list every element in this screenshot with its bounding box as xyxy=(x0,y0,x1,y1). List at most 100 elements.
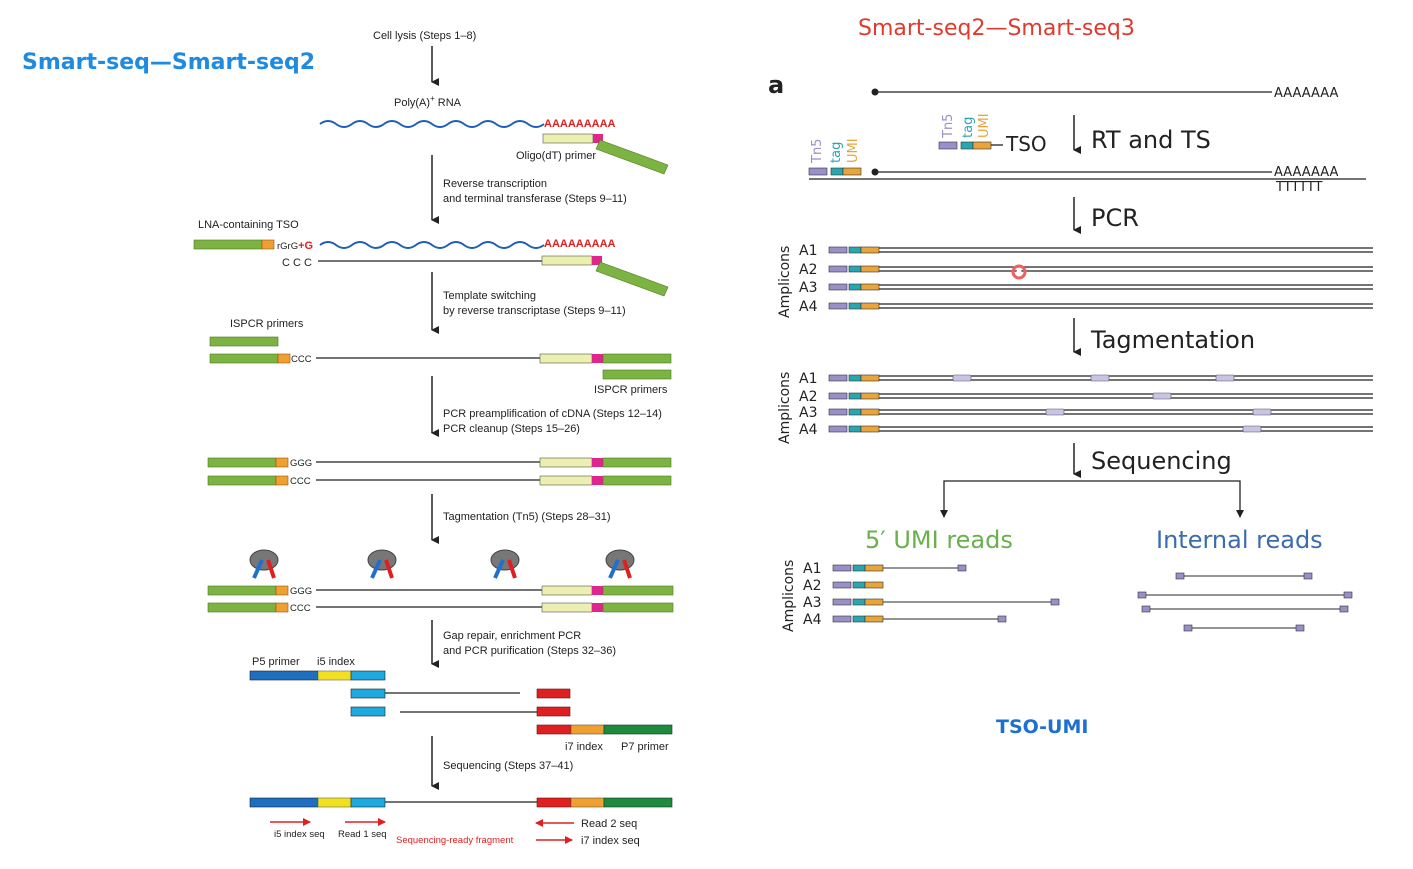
read1-segment xyxy=(350,797,386,808)
umi-rot-label: UMI xyxy=(977,113,992,138)
read-end-box xyxy=(957,564,967,572)
anchor-3 xyxy=(539,353,593,364)
read2-segment xyxy=(536,724,572,735)
adapter-cyan xyxy=(350,688,386,699)
sequencing-ready-fragment xyxy=(249,797,673,808)
umi-box xyxy=(860,408,880,416)
read-end-box xyxy=(1141,605,1151,613)
amplicon-label: A2 xyxy=(799,389,817,405)
i5-index-label: i5 index xyxy=(317,656,355,668)
mrna-wave-2 xyxy=(319,241,545,249)
p5-primer-label: P5 primer xyxy=(252,656,300,668)
segment-green xyxy=(207,475,277,486)
segment-magenta xyxy=(592,476,603,485)
step-rt-label: RT and TS xyxy=(1091,126,1211,154)
segment-green xyxy=(207,457,277,468)
polya-label: AAAAAAA xyxy=(1274,165,1339,180)
arrowhead xyxy=(1236,510,1244,518)
tn5-box xyxy=(828,374,848,382)
read-end-box xyxy=(1175,572,1185,580)
oligo-dt-anchor xyxy=(542,133,594,144)
p5-segment xyxy=(249,670,319,681)
tn5-insertion xyxy=(1242,425,1262,433)
segment-green-end xyxy=(602,475,672,486)
amplicon-label: A2 xyxy=(803,578,821,594)
tn5-rot-label: Tn5 xyxy=(810,139,825,164)
read2-segment xyxy=(536,797,572,808)
segment-orange xyxy=(275,602,289,613)
ispcr-primer-bottom xyxy=(602,369,672,380)
read-end-box xyxy=(997,615,1007,623)
i5-segment xyxy=(317,670,352,681)
arrowhead xyxy=(940,510,948,518)
ts-label-1: Template switching xyxy=(443,290,536,302)
tn5-insertion xyxy=(1090,374,1110,382)
segment-anchor xyxy=(541,585,593,596)
read-end-box xyxy=(1137,591,1147,599)
ggg-label: GGG xyxy=(290,586,312,597)
amplicons-axis-label: Amplicons xyxy=(781,560,797,632)
tn5-icon xyxy=(490,549,520,579)
p7-segment xyxy=(603,797,673,808)
pcr-amplicon-rows: A1 A2 A3 A4 xyxy=(799,243,1373,315)
i7-segment xyxy=(570,797,605,808)
tn5-insertion xyxy=(952,374,972,382)
segment-green xyxy=(207,585,277,596)
tso-construct-legend: Tn5 tag UMI TSO xyxy=(938,113,1047,156)
tso-umi-label: TSO-UMI xyxy=(996,716,1088,738)
rgrg-label: rGrG+G xyxy=(277,240,313,252)
umi-box xyxy=(864,615,884,623)
tag-rot-label: tag xyxy=(961,117,976,138)
rgrg-text: rGrG xyxy=(277,241,298,252)
p7-primer-label: P7 primer xyxy=(621,741,669,753)
umi-rot-label: UMI xyxy=(846,138,861,163)
tn5-box xyxy=(832,564,852,572)
tag-box xyxy=(848,374,862,382)
polya-tail-2: AAAAAAAAA xyxy=(544,238,616,250)
tn5-rot-label: Tn5 xyxy=(941,114,956,139)
read2-seq-label: Read 2 seq xyxy=(581,818,637,830)
tn5-icon xyxy=(249,549,279,579)
tag-box xyxy=(848,246,862,254)
umi-box xyxy=(864,564,884,572)
polya-rna-sup: + xyxy=(430,94,435,103)
internal-read-rows xyxy=(1137,572,1353,632)
segment-green xyxy=(207,602,277,613)
ccc-spaced: C C C xyxy=(282,257,312,269)
amplicon-label: A3 xyxy=(799,405,817,421)
seq-label: Sequencing (Steps 37–41) xyxy=(443,760,573,772)
oligo-dt-label: Oligo(dT) primer xyxy=(516,150,596,162)
amplicons-axis-label: Amplicons xyxy=(777,372,793,444)
magenta-2 xyxy=(592,256,602,265)
right-protocol-panel: Smart-seq2—Smart-seq3 a AAAAAAA Tn5 tag … xyxy=(768,16,1373,738)
polya-label: AAAAAAA xyxy=(1274,86,1339,101)
umi-reads-label: 5′ UMI reads xyxy=(865,526,1013,554)
ispcr-label-bottom: ISPCR primers xyxy=(594,384,668,396)
umi-box xyxy=(972,141,992,150)
tn5-box xyxy=(828,425,848,433)
umi-box xyxy=(860,425,880,433)
mrna-wave xyxy=(319,120,545,128)
tn5-complexes xyxy=(249,549,635,579)
segment-magenta xyxy=(592,458,603,467)
ccc-label: CCC xyxy=(290,603,311,614)
magenta-3 xyxy=(592,354,603,363)
i7-segment xyxy=(570,724,605,735)
tn5-box xyxy=(828,283,848,291)
tn5-insertion xyxy=(1045,408,1065,416)
tag-label: Tagmentation (Tn5) (Steps 28–31) xyxy=(443,511,611,523)
segment-magenta xyxy=(592,603,603,612)
ts-label-2: by reverse transcriptase (Steps 9–11) xyxy=(443,305,626,317)
umi-box xyxy=(860,392,880,400)
gap-label-1: Gap repair, enrichment PCR xyxy=(443,630,581,642)
tagmented-cdna: GGG CCC xyxy=(207,585,674,614)
segment-anchor xyxy=(541,602,593,613)
rt-product: Tn5 tag UMI AAAAAAA TTTTTT xyxy=(808,138,1366,195)
tn5-box xyxy=(828,302,848,310)
tag-box xyxy=(848,425,862,433)
amplicon-label: A2 xyxy=(799,262,817,278)
segment-orange xyxy=(275,585,289,596)
oligo-t-label: TTTTTT xyxy=(1275,180,1323,195)
